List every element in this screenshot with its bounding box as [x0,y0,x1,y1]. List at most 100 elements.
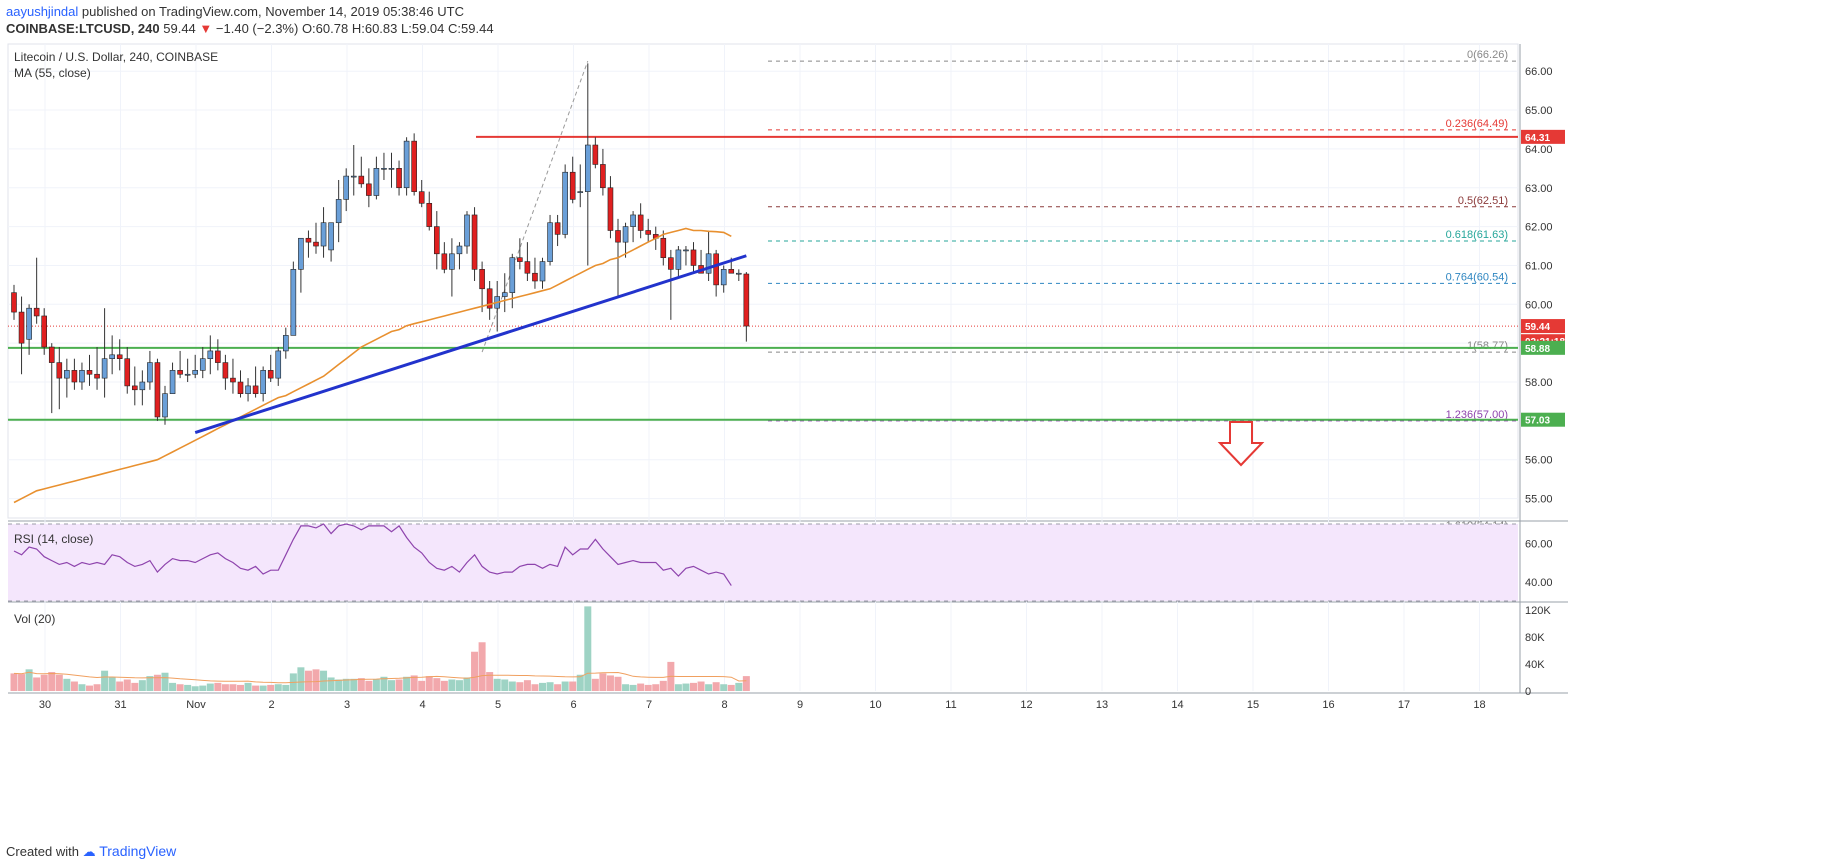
candle-up [79,370,85,383]
volume-bar [161,672,169,691]
down-triangle-icon: ▼ [199,21,213,36]
x-tick-label: 31 [114,699,126,711]
volume-bar [697,681,705,691]
candle-up [350,175,357,178]
candle-down [11,292,17,313]
volume-bar [131,682,139,691]
candle-down [479,269,485,290]
candle-down [313,241,319,247]
horizontal-levels [8,135,1518,421]
candle-down [124,358,131,387]
volume-bar [705,684,713,691]
volume-bar [606,675,614,691]
author-link[interactable]: aayushjindal [6,4,79,19]
candle-up [64,370,70,379]
candle-up [101,358,108,379]
high-label: H: [351,21,365,36]
candle-down [230,377,236,383]
volume-bar [169,682,177,691]
candle-down [486,288,493,309]
close-label: C: [448,21,462,36]
volume-pane: 0 40K 80K 120K [10,605,1551,698]
volume-bar [659,680,667,691]
volume-bar [252,685,260,691]
candle-down [86,370,93,375]
volume-bar [501,679,509,691]
open-label: O: [301,21,316,36]
candle-up [547,222,553,262]
volume-bar [312,669,320,691]
candle-up [109,354,115,360]
last-price: 59.44 [163,21,196,36]
fib-level-label: 1(58.77) [1467,340,1508,352]
volume-bar [455,680,463,691]
volume-bar [493,678,501,691]
candle-up [464,214,470,247]
candle-down [222,362,229,379]
open-value: 60.78 [315,21,349,36]
volume-bar [395,679,403,691]
candle-down [267,370,274,379]
volume-bar [86,685,93,691]
rsi-tick-label: 40.00 [1525,577,1553,589]
candle-up [298,237,304,270]
published-text: published on TradingView.com, November 1… [81,4,464,19]
candle-up [388,168,395,170]
created-with-text: Created with [6,844,79,859]
volume-bar [342,678,350,691]
candle-up [675,249,682,270]
candle-down [33,307,40,317]
tradingview-logo-icon: ☁ [82,844,96,859]
volume-bar [78,684,86,691]
x-tick-label: 18 [1473,699,1485,711]
candle-down [132,385,138,391]
candle-up [539,261,546,282]
y-tick-label: 61.00 [1525,260,1553,272]
volume-bar [440,680,448,691]
candle-down [237,381,244,394]
candle-up [501,292,508,297]
volume-bar [244,682,252,691]
y-tick-label: 60.00 [1525,299,1553,311]
volume-bar [622,684,630,691]
volume-tick-label: 40K [1525,659,1545,671]
candle-down [728,269,735,274]
candle-up [320,222,327,247]
candle-up [381,168,387,170]
high-value: 60.83 [364,21,398,36]
chart-area[interactable]: 0(66.26) 0.236(64.49) 0.5(62.51) 0.618(61.6… [0,36,1828,866]
x-tick-label: 17 [1398,699,1410,711]
x-tick-label: 16 [1322,699,1334,711]
volume-bar [259,685,267,691]
y-tick-label: 66.00 [1525,66,1553,78]
x-tick-label: 30 [39,699,51,711]
volume-bar [561,681,569,691]
tradingview-brand[interactable]: TradingView [99,843,177,859]
y-tick-label: 56.00 [1525,455,1553,467]
volume-bar [365,680,373,691]
volume-bar [116,681,124,691]
candle-down [366,183,372,196]
volume-bar [138,680,146,691]
price-tag-label: 58.88 [1525,344,1550,355]
candle-up [343,175,350,200]
publication-line: aayushjindal published on TradingView.co… [6,4,464,19]
candle-down [71,370,78,383]
candle-up [509,257,516,293]
volume-bar [418,680,426,691]
candle-down [358,175,365,185]
candle-up [449,253,455,270]
candle-up [192,370,198,375]
volume-bar [591,678,599,691]
candle-down [441,253,448,270]
volume-bar [25,669,33,691]
main-pane-frame [7,43,1519,519]
volume-bar [727,684,735,691]
fib-level-label: 0.764(60.54) [1446,271,1508,283]
y-tick-label: 63.00 [1525,183,1553,195]
candle-down [41,315,48,348]
candle-down [305,237,312,243]
volume-bar [576,674,584,691]
volume-bar [403,676,411,691]
candle-up [184,373,191,376]
